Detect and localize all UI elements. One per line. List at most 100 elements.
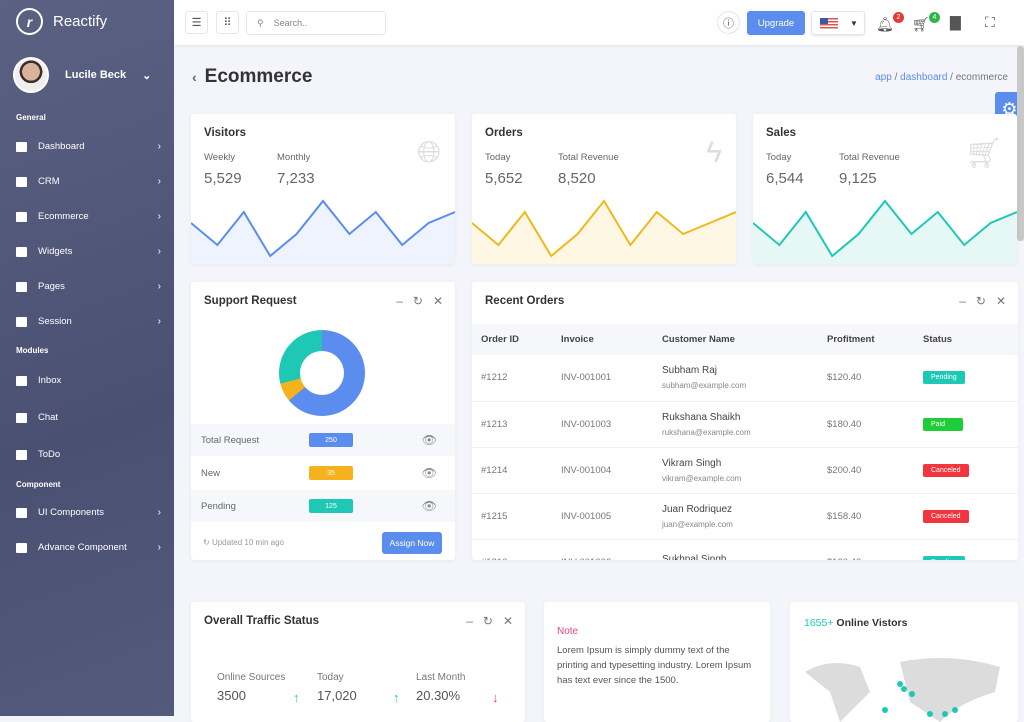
section-label: General (16, 113, 46, 122)
sidebar-item-advance-component[interactable]: Advance Component › (16, 542, 161, 553)
card-title: Overall Traffic Status (204, 615, 320, 627)
breadcrumb: app / dashboard / ecommerce (875, 72, 1008, 83)
support-request-card: Support Request – ↻ ✕ Total Request 250 👁︎ Ne… (191, 282, 455, 560)
chevron-down-icon: ⌄ (142, 69, 152, 82)
close-icon[interactable]: ✕ (502, 614, 513, 628)
stat-label: Monthly (277, 152, 311, 163)
sidebar-item-dashboard[interactable]: Dashboard › (16, 141, 161, 152)
user-menu[interactable]: Lucile Beck ⌄ (13, 57, 151, 93)
app-name: Reactify (53, 13, 108, 30)
cart-icon: 🛒︎ (912, 16, 930, 32)
breadcrumb-link[interactable]: app (875, 72, 892, 83)
customer-name: Juan Rodriquez (662, 503, 733, 515)
sidebar-item-todo[interactable]: ToDo (16, 449, 161, 460)
minimize-icon[interactable]: – (396, 294, 403, 308)
refresh-icon[interactable]: ↻ (975, 294, 986, 308)
support-row: New 35 👁︎ (191, 457, 455, 489)
online-visitors-card: 1655+ Online Vistors (790, 602, 1018, 722)
stat-label: Total Revenue (839, 152, 900, 163)
stat-value: 5,529 (204, 170, 242, 187)
world-map (805, 658, 1000, 722)
orders-table: Order ID Invoice Customer Name Profitment St… (472, 324, 1018, 560)
customer-name: Vikram Singh (662, 457, 722, 469)
sidebar-item-ecommerce[interactable]: Ecommerce › (16, 211, 161, 222)
search-input[interactable]: ⚲ Search.. (246, 11, 386, 35)
column-header[interactable]: Invoice (552, 324, 653, 355)
sidebar-item-session[interactable]: Session › (16, 316, 161, 327)
breadcrumb-link[interactable]: dashboard (900, 72, 948, 83)
support-row: Pending 125 👁︎ (191, 490, 455, 522)
customer-email: subham@example.com (662, 381, 747, 391)
minimize-icon[interactable]: – (466, 614, 473, 628)
advance-component-icon (16, 542, 27, 553)
close-icon[interactable]: ✕ (995, 294, 1006, 308)
menu-icon[interactable]: ☰ (185, 11, 208, 34)
status-badge: Pending (923, 555, 965, 560)
notifications-button[interactable]: 🔔︎ 2 (876, 12, 904, 32)
table-row[interactable]: #1216INV-001006Sukhpal Singh$120.40Pendi… (472, 539, 1018, 560)
donut-chart (279, 330, 365, 416)
sidebar-item-inbox[interactable]: Inbox (16, 375, 161, 386)
fullscreen-icon[interactable]: ⛶ (985, 14, 995, 30)
table-row[interactable]: #1214 INV-001004 Vikram Singh vikram@exampl… (472, 447, 1018, 494)
column-header[interactable]: Customer Name (653, 324, 818, 355)
refresh-icon[interactable]: ↻ (412, 294, 423, 308)
sidebar-item-pages[interactable]: Pages › (16, 281, 161, 292)
back-chevron-icon[interactable]: ‹ (192, 69, 197, 85)
apps-grid-icon[interactable]: ⠿ (216, 11, 239, 34)
assign-now-button[interactable]: Assign Now (382, 532, 442, 554)
column-header[interactable]: Profitment (818, 324, 914, 355)
arrow-up-icon: ↑ (393, 690, 400, 705)
section-label: Component (16, 480, 61, 489)
sparkline (753, 199, 1017, 264)
count-pill: 35 (309, 466, 353, 480)
column-header[interactable]: Status (914, 324, 1018, 355)
sidebar-item-crm[interactable]: CRM › (16, 176, 161, 187)
chevron-right-icon: › (157, 176, 161, 187)
avatar (13, 57, 49, 93)
topbar: ☰ ⠿ ⚲ Search.. ⓘ Upgrade ▼ 🔔︎ 2 🛒︎ 4 ▇ ⛶ (174, 0, 1024, 45)
search-icon: ⚲ (257, 17, 264, 28)
language-select[interactable]: ▼ (811, 11, 865, 35)
sidebar-item-chat[interactable]: Chat (16, 412, 161, 423)
inbox-icon (16, 375, 27, 386)
chevron-right-icon: › (157, 542, 161, 553)
eye-icon[interactable]: 👁︎ (421, 499, 437, 513)
sidebar-item-widgets[interactable]: Widgets › (16, 246, 161, 257)
user-name: Lucile Beck (65, 69, 127, 81)
cart-badge: 4 (929, 12, 940, 23)
customer-email: juan@example.com (662, 519, 733, 529)
close-icon[interactable]: ✕ (432, 294, 443, 308)
ui-components-icon (16, 507, 27, 518)
eye-icon[interactable]: 👁︎ (421, 433, 437, 447)
chat-icon[interactable]: ▇ (950, 14, 961, 30)
count-pill: 250 (309, 433, 353, 447)
stat-value: 6,544 (766, 170, 804, 187)
refresh-icon[interactable]: ↻ (482, 614, 493, 628)
customer-email: vikram@example.com (662, 473, 742, 483)
stat-label: Today (485, 152, 511, 163)
sidebar-item-ui-components[interactable]: UI Components › (16, 507, 161, 518)
arrow-up-icon: ↑ (293, 690, 300, 705)
chevron-right-icon: › (157, 211, 161, 222)
breadcrumb-current: ecommerce (955, 72, 1008, 83)
upgrade-button[interactable]: Upgrade (747, 11, 805, 35)
eye-icon[interactable]: 👁︎ (421, 466, 437, 480)
ecommerce-icon (16, 211, 27, 222)
note-card: Note Lorem Ipsum is simply dummy text of… (544, 602, 770, 722)
note-text: Lorem Ipsum is simply dummy text of the … (557, 645, 752, 686)
scrollbar[interactable] (1017, 46, 1024, 241)
table-row[interactable]: #1213 INV-001003 Rukshana Shaikh rukshana@e… (472, 401, 1018, 448)
sidebar: r Reactify Lucile Beck ⌄ General Dashboard… (0, 0, 174, 716)
minimize-icon[interactable]: – (959, 294, 966, 308)
widgets-icon (16, 246, 27, 257)
table-row[interactable]: #1215 INV-001005 Juan Rodriquez juan@exampl… (472, 493, 1018, 540)
info-icon[interactable]: ⓘ (717, 11, 740, 34)
brand[interactable]: r Reactify (16, 8, 107, 35)
table-row[interactable]: #1212 INV-001001 Subham Raj subham@example.… (472, 355, 1018, 402)
status-badge: Pending (923, 371, 965, 385)
cart-button[interactable]: 🛒︎ 4 (912, 12, 940, 32)
customer-name: Sukhpal Singh (662, 554, 727, 560)
arrow-down-icon: ↓ (492, 690, 499, 705)
column-header[interactable]: Order ID (472, 324, 552, 355)
